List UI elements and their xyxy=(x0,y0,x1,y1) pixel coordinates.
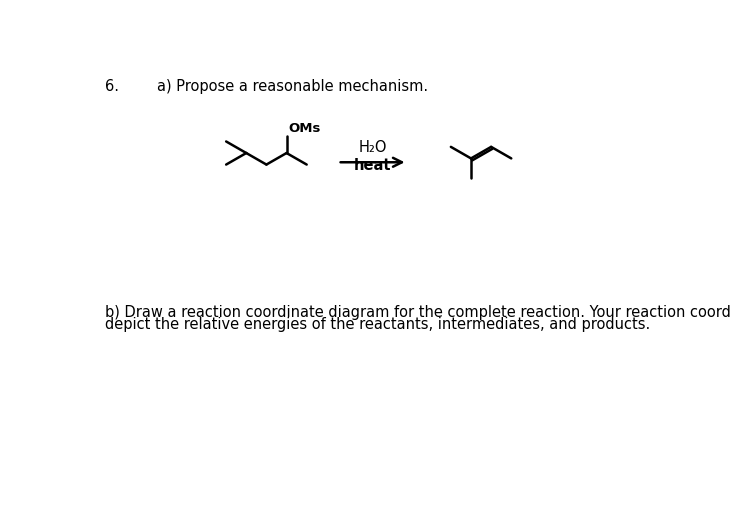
Text: depict the relative energies of the reactants, intermediates, and products.: depict the relative energies of the reac… xyxy=(105,317,650,332)
Text: heat: heat xyxy=(354,158,391,173)
Text: OMs: OMs xyxy=(288,122,320,135)
Text: H₂O: H₂O xyxy=(358,139,387,154)
Text: a) Propose a reasonable mechanism.: a) Propose a reasonable mechanism. xyxy=(157,79,429,94)
Text: b) Draw a reaction coordinate diagram for the complete reaction. Your reaction c: b) Draw a reaction coordinate diagram fo… xyxy=(105,305,730,320)
Text: 6.: 6. xyxy=(105,79,119,94)
